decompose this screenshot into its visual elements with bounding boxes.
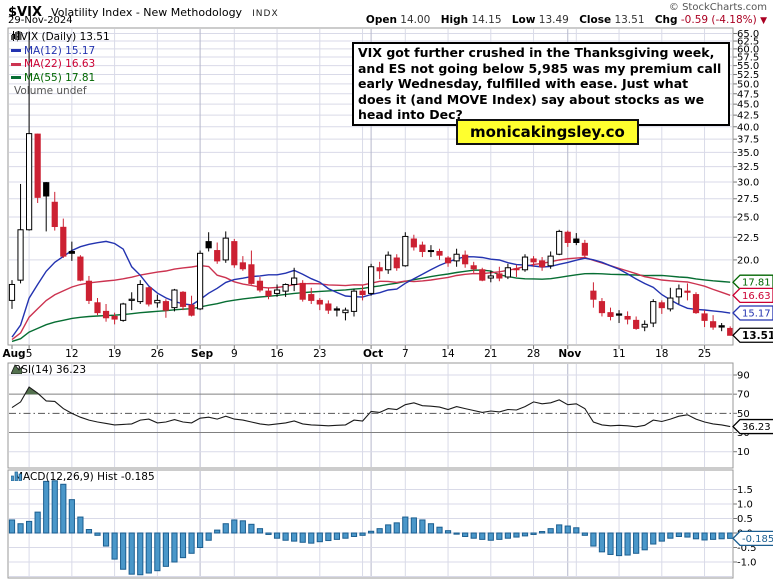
svg-text:Nov: Nov xyxy=(558,348,581,360)
legend-ma55-row: MA(55) 17.81 xyxy=(11,72,110,86)
svg-text:70: 70 xyxy=(737,390,750,401)
svg-text:62.5: 62.5 xyxy=(737,37,759,48)
svg-text:-0.5: -0.5 xyxy=(737,543,757,554)
legend-ma12-row: MA(12) 15.17 xyxy=(11,45,110,59)
svg-text:42.5: 42.5 xyxy=(737,111,759,122)
legend-price-row: $VIX (Daily) 13.51 xyxy=(11,31,110,45)
svg-text:26: 26 xyxy=(151,348,165,360)
chg-label: Chg xyxy=(654,14,678,26)
svg-text:55.0: 55.0 xyxy=(737,61,759,72)
watermark-badge: monicakingsley.co xyxy=(456,119,639,145)
legend-rsi-label: RSI(14) 36.23 xyxy=(14,364,87,376)
svg-text:50.0: 50.0 xyxy=(737,79,759,90)
svg-text:19: 19 xyxy=(108,348,121,360)
legend-macd-label: MACD(12,26,9) Hist -0.185 xyxy=(14,471,155,483)
legend-volume-label: Volume undef xyxy=(14,85,87,97)
svg-text:13.51: 13.51 xyxy=(742,330,773,342)
svg-text:36.23: 36.23 xyxy=(742,422,771,433)
macd-legend: MACD(12,26,9) Hist -0.185 xyxy=(11,471,155,483)
svg-text:57.5: 57.5 xyxy=(737,53,759,64)
svg-text:32.5: 32.5 xyxy=(737,162,759,173)
chart-header: $VIX Volatility Index - New Methodology … xyxy=(0,0,773,28)
open-value: 14.00 xyxy=(400,14,431,26)
svg-text:10: 10 xyxy=(737,447,750,458)
svg-text:37.5: 37.5 xyxy=(737,135,759,146)
chart-date: 29-Nov-2024 xyxy=(8,15,73,26)
legend-ma55-label: MA(55) 17.81 xyxy=(24,71,96,84)
main-legend: $VIX (Daily) 13.51 MA(12) 15.17 MA(22) 1… xyxy=(11,31,110,99)
exchange-label: INDX xyxy=(252,9,279,19)
legend-price-label: $VIX (Daily) 13.51 xyxy=(14,31,110,43)
svg-text:30.0: 30.0 xyxy=(737,178,759,189)
svg-text:12: 12 xyxy=(65,348,78,360)
svg-text:60.0: 60.0 xyxy=(737,44,759,55)
svg-text:16.63: 16.63 xyxy=(742,291,771,302)
svg-text:22.5: 22.5 xyxy=(737,233,759,244)
svg-text:7: 7 xyxy=(402,348,409,360)
svg-text:15.17: 15.17 xyxy=(742,309,771,320)
svg-text:35.0: 35.0 xyxy=(737,148,759,159)
svg-text:Oct: Oct xyxy=(363,348,383,360)
ma22-line-icon xyxy=(11,62,21,66)
svg-text:-1.0: -1.0 xyxy=(737,558,757,569)
svg-text:40.0: 40.0 xyxy=(737,122,759,133)
close-label: Close xyxy=(579,14,612,26)
svg-text:23: 23 xyxy=(313,348,326,360)
chg-value: -0.59 (-4.18%) xyxy=(680,14,757,26)
low-label: Low xyxy=(511,14,536,26)
svg-text:20.0: 20.0 xyxy=(737,255,759,266)
rsi-legend: RSI(14) 36.23 xyxy=(11,364,86,376)
svg-text:1.0: 1.0 xyxy=(737,500,753,511)
svg-text:14: 14 xyxy=(441,348,455,360)
svg-text:47.5: 47.5 xyxy=(737,89,759,100)
copyright: © StockCharts.com xyxy=(668,2,767,13)
title-row: $VIX Volatility Index - New Methodology … xyxy=(8,1,279,20)
ma55-line-icon xyxy=(11,76,21,79)
svg-text:Sep: Sep xyxy=(191,348,214,360)
svg-text:9: 9 xyxy=(231,348,238,360)
symbol: $VIX xyxy=(8,5,42,20)
svg-text:25: 25 xyxy=(698,348,711,360)
legend-ma12-label: MA(12) 15.17 xyxy=(24,44,96,57)
svg-text:28: 28 xyxy=(527,348,540,360)
svg-text:5: 5 xyxy=(26,348,33,360)
svg-text:Aug: Aug xyxy=(2,348,25,360)
high-value: 14.15 xyxy=(471,14,502,26)
svg-text:65.0: 65.0 xyxy=(737,29,759,40)
svg-text:45.0: 45.0 xyxy=(737,100,759,111)
svg-text:25.0: 25.0 xyxy=(737,213,759,224)
svg-text:50: 50 xyxy=(737,409,750,420)
svg-text:11: 11 xyxy=(612,348,625,360)
low-value: 13.49 xyxy=(538,14,569,26)
svg-text:21: 21 xyxy=(484,348,497,360)
svg-text:52.5: 52.5 xyxy=(737,70,759,81)
legend-ma22-row: MA(22) 16.63 xyxy=(11,58,110,72)
ohlc-quote-row: Open 14.00 High 14.15 Low 13.49 Close 13… xyxy=(359,14,767,26)
svg-text:17.81: 17.81 xyxy=(742,278,771,289)
annotation-box: VIX got further crushed in the Thanksgiv… xyxy=(352,42,730,126)
svg-text:18: 18 xyxy=(655,348,668,360)
svg-text:16: 16 xyxy=(270,348,284,360)
svg-text:-0.185: -0.185 xyxy=(742,534,773,545)
svg-text:1.5: 1.5 xyxy=(737,485,753,496)
legend-ma22-label: MA(22) 16.63 xyxy=(24,58,96,70)
svg-text:90: 90 xyxy=(737,371,750,382)
legend-volume-row: Volume undef xyxy=(11,32,110,99)
down-arrow-icon: ▼ xyxy=(760,16,767,26)
close-value: 13.51 xyxy=(614,14,645,26)
ma12-line-icon xyxy=(11,49,21,52)
high-label: High xyxy=(440,14,469,26)
open-label: Open xyxy=(365,14,397,26)
svg-text:27.5: 27.5 xyxy=(737,194,759,205)
svg-text:0.5: 0.5 xyxy=(737,514,753,525)
symbol-description: Volatility Index - New Methodology xyxy=(51,6,243,19)
